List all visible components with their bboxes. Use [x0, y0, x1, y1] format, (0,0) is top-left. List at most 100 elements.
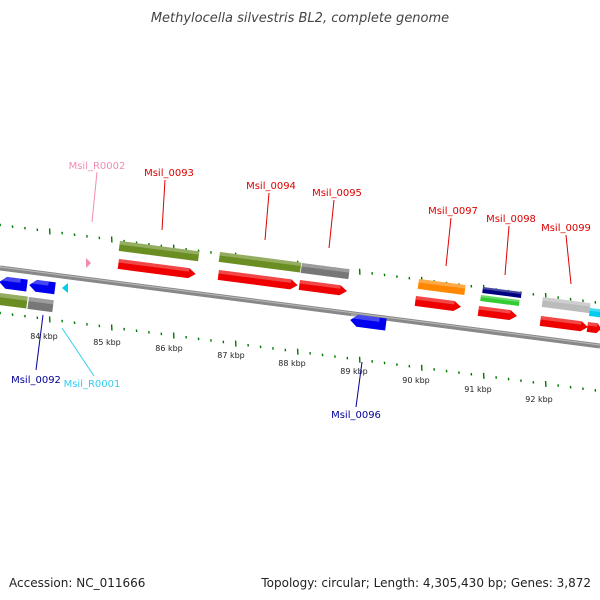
cds-arrow-shape: [117, 259, 196, 279]
cds-arrow: [117, 259, 196, 279]
cds-arrow-shine: [299, 280, 341, 289]
cds-arrow-reverse-shape: [0, 276, 28, 292]
gene-block-olive: [118, 241, 200, 262]
gene-label-msil-r0002[interactable]: Msil_R0002: [69, 161, 126, 172]
scale-label: 88 kbp: [278, 359, 306, 368]
gene-block-lightgray-shape: [541, 297, 591, 314]
genome-summary-text: Topology: circular; Length: 4,305,430 bp…: [260, 576, 591, 590]
leader-msil-0093: [161, 179, 166, 231]
gene-block-navy: [482, 287, 522, 298]
genome-backbone-highlight: [0, 266, 600, 346]
gene-block-navy-shine: [482, 287, 522, 295]
gene-block-green-shine: [480, 295, 520, 303]
cds-arrow-shine: [478, 306, 511, 314]
cds-arrow-reverse: [350, 314, 387, 331]
gene-block-orange-shape: [417, 279, 466, 295]
gene-block-gray: [300, 263, 350, 280]
leader-msil-r0001: [61, 327, 95, 377]
cds-arrow-shine: [415, 296, 455, 305]
cds-arrow-reverse: [29, 279, 56, 295]
gene-block-gray-shine: [28, 297, 54, 305]
gene-label-msil-0095[interactable]: Msil_0095: [312, 188, 362, 199]
cds-arrow-reverse-shine: [29, 279, 49, 286]
cds-arrow: [586, 322, 600, 334]
cds-arrow: [298, 280, 347, 296]
cds-arrow-shape: [217, 270, 298, 290]
genome-backbone: [0, 265, 600, 349]
cds-arrow: [477, 306, 518, 321]
leader-msil-0099: [565, 234, 572, 285]
gene-block-cyan-shape: [588, 308, 600, 318]
gene-label-msil-0097[interactable]: Msil_0097: [428, 206, 478, 217]
gene-block-lightgray-shine: [542, 297, 591, 307]
gene-block-gray-shape: [27, 297, 54, 313]
gene-label-msil-0092[interactable]: Msil_0092: [11, 375, 61, 386]
gene-block-cyan: [588, 308, 600, 318]
scale-labels: 84 kbp 85 kbp 86 kbp 87 kbp 88 kbp 89 kb…: [30, 332, 553, 404]
rna-marker-r0002: [86, 258, 91, 268]
scale-label: 89 kbp: [340, 367, 368, 376]
cds-arrow-reverse-shine: [0, 276, 21, 283]
gene-block-orange-shine: [418, 279, 466, 289]
gene-block-cyan-shine: [589, 308, 600, 313]
gene-label-msil-0094[interactable]: Msil_0094: [246, 181, 296, 192]
scale-label: 90 kbp: [402, 376, 430, 385]
cds-arrow-reverse-shine: [350, 314, 380, 322]
gene-block-olive: [0, 293, 28, 309]
gene-block-olive: [218, 252, 302, 273]
cds-arrow: [539, 316, 588, 332]
scale-label: 87 kbp: [217, 351, 245, 360]
cds-arrow-shape: [586, 322, 600, 334]
scale-label: 84 kbp: [30, 332, 58, 341]
gene-label-msil-0096[interactable]: Msil_0096: [331, 410, 381, 421]
lower-scale-ticks: [0, 311, 597, 392]
leader-msil-0097: [445, 217, 452, 267]
gene-block-gray-shape: [300, 263, 350, 280]
gene-features: [0, 241, 600, 334]
gene-block-gray: [27, 297, 54, 313]
gene-block-olive-shine: [119, 241, 200, 255]
leader-msil-0096: [355, 361, 363, 408]
scale-label: 86 kbp: [155, 344, 183, 353]
accession-text: Accession: NC_011666: [9, 576, 145, 590]
gene-labels: Msil_R0002 Msil_0093 Msil_0094 Msil_0095…: [11, 161, 591, 421]
gene-block-gray-shine: [301, 263, 350, 273]
gene-block-olive-shine: [219, 252, 302, 267]
gene-block-olive-shine: [0, 293, 28, 301]
gene-block-lightgray: [541, 297, 591, 314]
gene-label-msil-0093[interactable]: Msil_0093: [144, 168, 194, 179]
scale-label: 91 kbp: [464, 385, 492, 394]
gene-block-green: [480, 295, 520, 306]
gene-block-olive-shape: [118, 241, 200, 262]
cds-arrow-shine: [540, 316, 582, 325]
cds-arrow-shape: [477, 306, 518, 321]
scale-label: 85 kbp: [93, 338, 121, 347]
leader-msil-0095: [328, 199, 335, 249]
leader-msil-0092: [35, 314, 44, 371]
gene-block-green-shape: [480, 295, 520, 306]
label-leader-lines: [35, 171, 572, 408]
cds-arrow-shape: [414, 296, 461, 311]
leader-msil-0094: [264, 192, 270, 241]
cds-arrow-shine: [118, 259, 190, 272]
cds-arrow-shape: [298, 280, 347, 296]
leader-msil-0098: [504, 225, 510, 276]
cds-arrow-reverse-shape: [29, 279, 56, 295]
gene-block-olive-shape: [0, 293, 28, 309]
scale-label: 92 kbp: [525, 395, 553, 404]
gene-label-msil-0099[interactable]: Msil_0099: [541, 223, 591, 234]
rna-marker-r0001: [62, 283, 68, 293]
cds-arrow-reverse-shape: [350, 314, 387, 331]
cds-arrow-shine: [218, 270, 292, 283]
map-title: Methylocella silvestris BL2, complete ge…: [151, 11, 449, 26]
cds-arrow-reverse: [0, 276, 28, 292]
cds-arrow-shine: [587, 322, 598, 327]
cds-arrow-shape: [539, 316, 588, 332]
gene-label-msil-r0001[interactable]: Msil_R0001: [64, 379, 121, 390]
cds-arrow: [414, 296, 461, 311]
cds-arrow: [217, 270, 298, 290]
gene-block-navy-shape: [482, 287, 522, 298]
leader-msil-r0002: [91, 171, 98, 223]
gene-label-msil-0098[interactable]: Msil_0098: [486, 214, 536, 225]
